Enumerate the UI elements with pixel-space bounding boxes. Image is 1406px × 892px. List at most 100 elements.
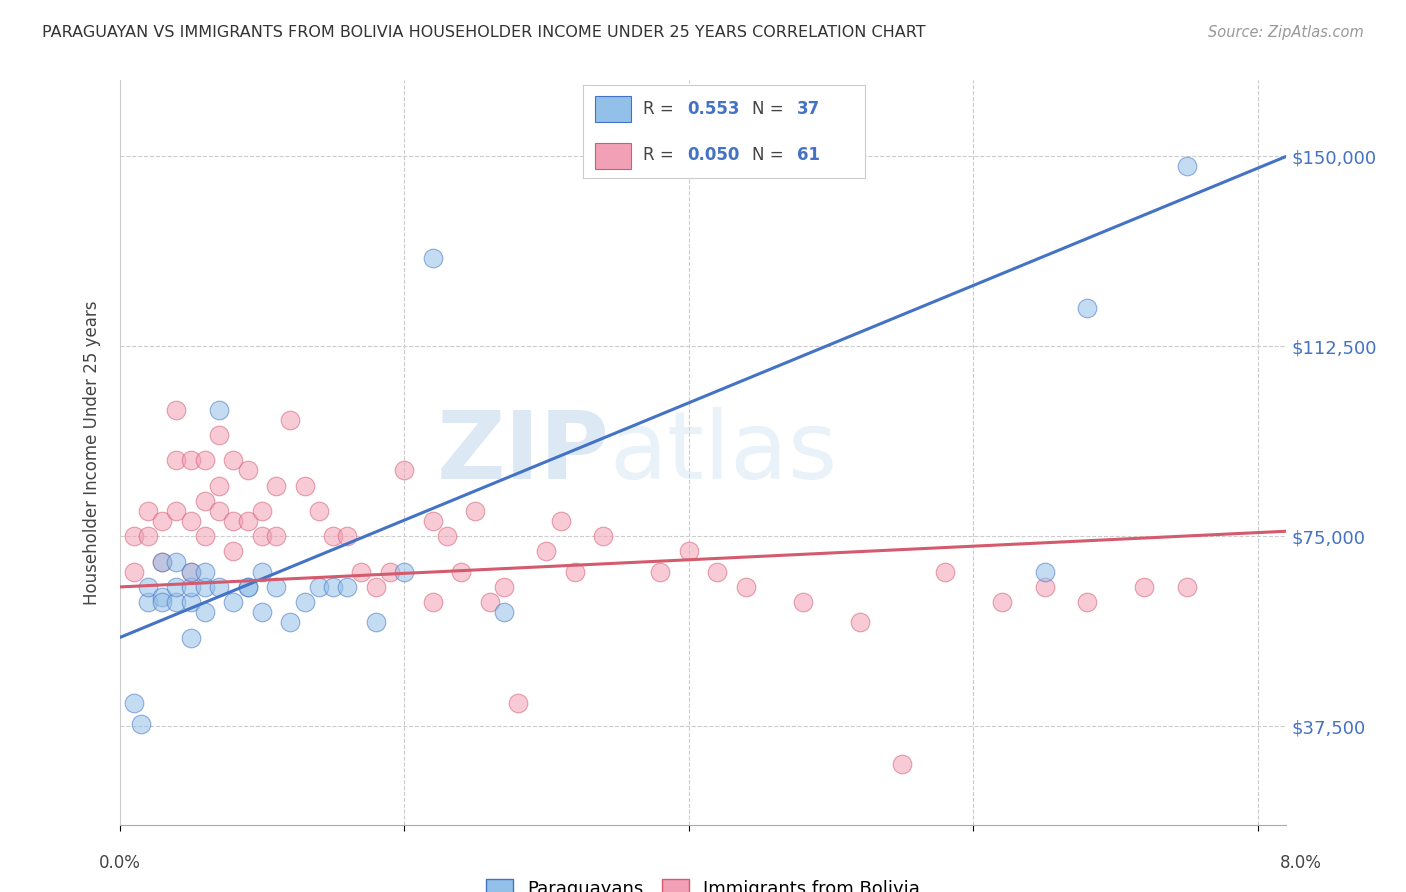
Point [436,529,458,543]
Point [222,514,245,528]
Point [122,697,145,711]
Point [180,595,202,609]
Point [792,595,814,609]
Point [1133,580,1156,594]
Point [180,453,202,467]
Point [236,514,259,528]
Point [236,580,259,594]
Point [136,504,159,518]
Legend: Paraguayans, Immigrants from Bolivia: Paraguayans, Immigrants from Bolivia [486,879,920,892]
Point [165,555,187,569]
Point [336,580,359,594]
Point [308,580,330,594]
Point [150,555,173,569]
Text: 61: 61 [797,146,820,164]
Point [464,504,486,518]
Point [250,529,273,543]
Text: 0.0%: 0.0% [98,854,141,871]
Point [136,580,159,594]
Point [180,565,202,579]
Point [122,529,145,543]
Point [165,580,187,594]
Text: N =: N = [752,146,789,164]
Text: R =: R = [643,100,679,118]
Point [208,580,231,594]
Point [208,402,231,417]
Point [678,544,700,558]
Point [236,463,259,477]
Point [264,478,287,492]
Point [378,565,401,579]
Text: 37: 37 [797,100,821,118]
Point [392,565,415,579]
Point [934,565,956,579]
Point [592,529,614,543]
Point [848,615,870,630]
Point [129,716,152,731]
Point [194,529,217,543]
Point [250,504,273,518]
Bar [595,143,631,169]
Point [1076,595,1098,609]
Y-axis label: Householder Income Under 25 years: Householder Income Under 25 years [83,301,101,605]
Point [294,595,316,609]
Point [165,402,187,417]
Point [350,565,373,579]
Text: ZIP: ZIP [437,407,610,499]
Point [450,565,472,579]
Point [222,544,245,558]
Point [422,251,444,265]
Point [208,504,231,518]
Point [1175,580,1198,594]
Text: R =: R = [643,146,679,164]
Point [222,453,245,467]
Point [165,453,187,467]
Point [264,529,287,543]
Point [294,478,316,492]
Point [991,595,1014,609]
Point [136,595,159,609]
Point [165,504,187,518]
Point [706,565,728,579]
Point [194,580,217,594]
Bar [595,96,631,122]
Point [550,514,572,528]
Text: 0.553: 0.553 [688,100,740,118]
Point [364,615,387,630]
Point [891,757,914,772]
Text: Source: ZipAtlas.com: Source: ZipAtlas.com [1208,25,1364,40]
Text: atlas: atlas [610,407,838,499]
Point [278,615,301,630]
Point [336,529,359,543]
Point [136,529,159,543]
Point [150,514,173,528]
Text: 0.050: 0.050 [688,146,740,164]
Point [250,565,273,579]
Point [364,580,387,594]
Point [278,413,301,427]
Point [422,514,444,528]
Point [180,631,202,645]
Point [194,565,217,579]
Point [1076,301,1098,316]
Point [150,595,173,609]
Point [1175,160,1198,174]
Point [165,595,187,609]
Point [150,555,173,569]
Point [264,580,287,594]
Point [222,595,245,609]
Point [208,478,231,492]
Point [180,514,202,528]
Text: PARAGUAYAN VS IMMIGRANTS FROM BOLIVIA HOUSEHOLDER INCOME UNDER 25 YEARS CORRELAT: PARAGUAYAN VS IMMIGRANTS FROM BOLIVIA HO… [42,25,925,40]
Point [122,565,145,579]
Text: N =: N = [752,100,789,118]
Point [1033,580,1056,594]
Point [1033,565,1056,579]
Point [308,504,330,518]
Point [180,580,202,594]
Point [478,595,501,609]
Point [536,544,558,558]
Point [250,605,273,619]
Text: 8.0%: 8.0% [1279,854,1322,871]
Point [392,463,415,477]
